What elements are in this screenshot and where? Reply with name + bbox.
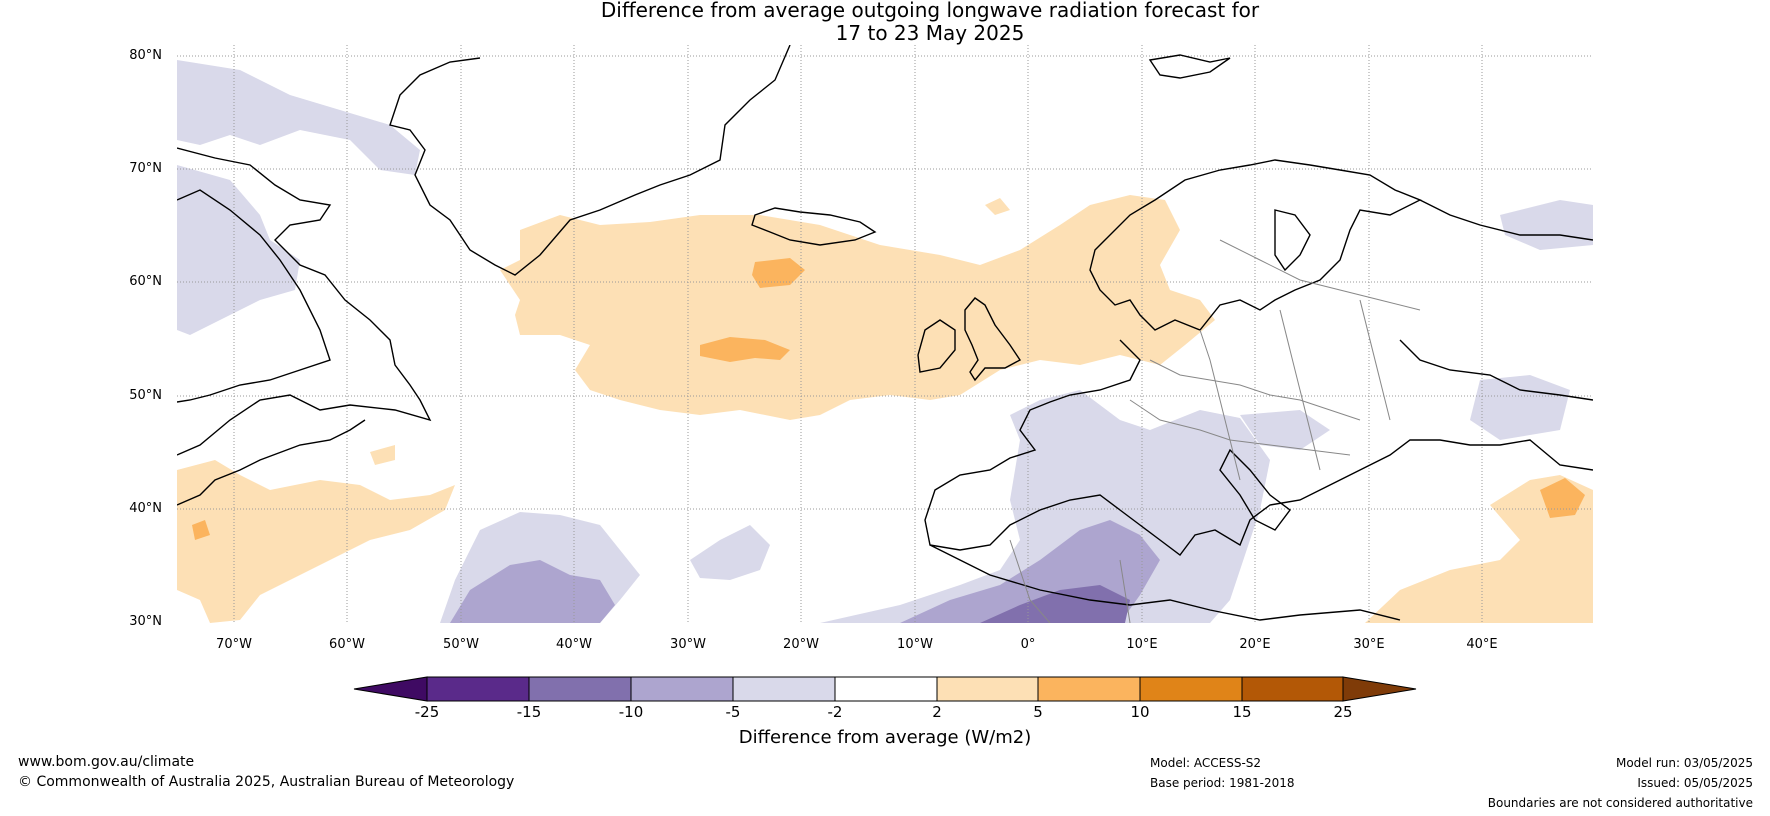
colorbar-bin	[936, 676, 1039, 702]
graticule	[177, 45, 1593, 623]
anomaly-region	[752, 258, 805, 288]
colorbar-extend-min	[353, 676, 428, 702]
colorbar-bin	[732, 676, 836, 702]
map-area	[177, 45, 1593, 623]
anomaly-region	[500, 195, 1215, 420]
lon-label: 30°W	[670, 637, 706, 652]
lon-label: 70°W	[216, 637, 252, 652]
colorbar-tick: 15	[1232, 703, 1252, 721]
colorbar-bin	[1037, 676, 1141, 702]
colorbar-bin	[630, 676, 734, 702]
footer-model-run: Model run: 03/05/2025	[1615, 756, 1753, 770]
colorbar-tick: -10	[618, 703, 644, 721]
anomaly-region	[177, 60, 420, 175]
colorbar-tick: 25	[1333, 703, 1353, 721]
lon-label: 20°E	[1239, 637, 1271, 652]
lat-label: 40°N	[129, 501, 162, 516]
anomaly-region	[370, 445, 395, 465]
lat-label: 30°N	[129, 614, 162, 629]
anomaly-region	[820, 390, 1270, 623]
lon-label: 40°W	[556, 637, 592, 652]
anomaly-region	[177, 165, 300, 335]
anomaly-region	[985, 198, 1010, 215]
anomaly-region	[450, 560, 615, 623]
colorbar-title: Difference from average (W/m2)	[738, 727, 1032, 748]
colorbar-tick: 10	[1130, 703, 1150, 721]
lon-label: 40°E	[1466, 637, 1498, 652]
footer-model: Model: ACCESS-S2	[1150, 756, 1262, 770]
footer-base-period: Base period: 1981-2018	[1150, 776, 1295, 790]
anomaly-region	[700, 337, 790, 362]
anomaly-region	[192, 520, 210, 540]
colorbar-bin	[1241, 676, 1344, 702]
colorbar-bin	[1139, 676, 1243, 702]
footer-disclaimer: Boundaries are not considered authoritat…	[1487, 796, 1753, 810]
coastlines	[177, 45, 1593, 621]
lat-label: 60°N	[129, 274, 162, 289]
colorbar-tick: -2	[827, 703, 843, 721]
country-borders	[1009, 239, 1421, 623]
map-title-line2: 17 to 23 May 2025	[835, 21, 1025, 45]
colorbar-tick: 2	[932, 703, 942, 721]
lon-label: 50°W	[443, 637, 479, 652]
colorbar-bin	[426, 676, 530, 702]
footer-copyright: © Commonwealth of Australia 2025, Austra…	[18, 774, 515, 790]
anomaly-region	[690, 525, 770, 580]
footer-url: www.bom.gov.au/climate	[18, 754, 195, 770]
colorbar-tick: 5	[1033, 703, 1043, 721]
lon-label: 10°W	[897, 637, 933, 652]
lat-label: 80°N	[129, 48, 162, 63]
lon-label: 0°	[1020, 637, 1036, 652]
colorbar-tick: -5	[725, 703, 741, 721]
anomaly-region	[1500, 200, 1593, 250]
lon-label: 10°E	[1126, 637, 1158, 652]
anomaly-region	[177, 460, 455, 623]
anomaly-region	[1540, 478, 1585, 518]
colorbar-bin	[528, 676, 632, 702]
anomaly-region	[1470, 375, 1570, 440]
footer-issued: Issued: 05/05/2025	[1637, 776, 1753, 790]
anomaly-region	[980, 585, 1130, 623]
colorbar-extend-max	[1342, 676, 1417, 702]
lon-label: 30°E	[1353, 637, 1385, 652]
lon-label: 20°W	[783, 637, 819, 652]
colorbar-tick: -25	[414, 703, 440, 721]
lat-label: 50°N	[129, 388, 162, 403]
lon-label: 60°W	[329, 637, 365, 652]
colorbar	[353, 676, 1417, 702]
colorbar-tick: -15	[516, 703, 542, 721]
map-title-line1: Difference from average outgoing longwav…	[600, 0, 1260, 22]
lat-label: 70°N	[129, 161, 162, 176]
anomaly-region	[1365, 475, 1593, 623]
colorbar-bin	[834, 676, 938, 702]
